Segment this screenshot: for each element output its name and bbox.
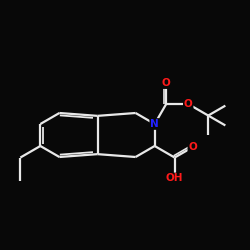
Text: OH: OH: [166, 174, 184, 184]
Text: N: N: [150, 119, 159, 129]
Text: O: O: [184, 99, 192, 109]
Text: O: O: [188, 142, 197, 152]
Text: O: O: [162, 78, 170, 88]
